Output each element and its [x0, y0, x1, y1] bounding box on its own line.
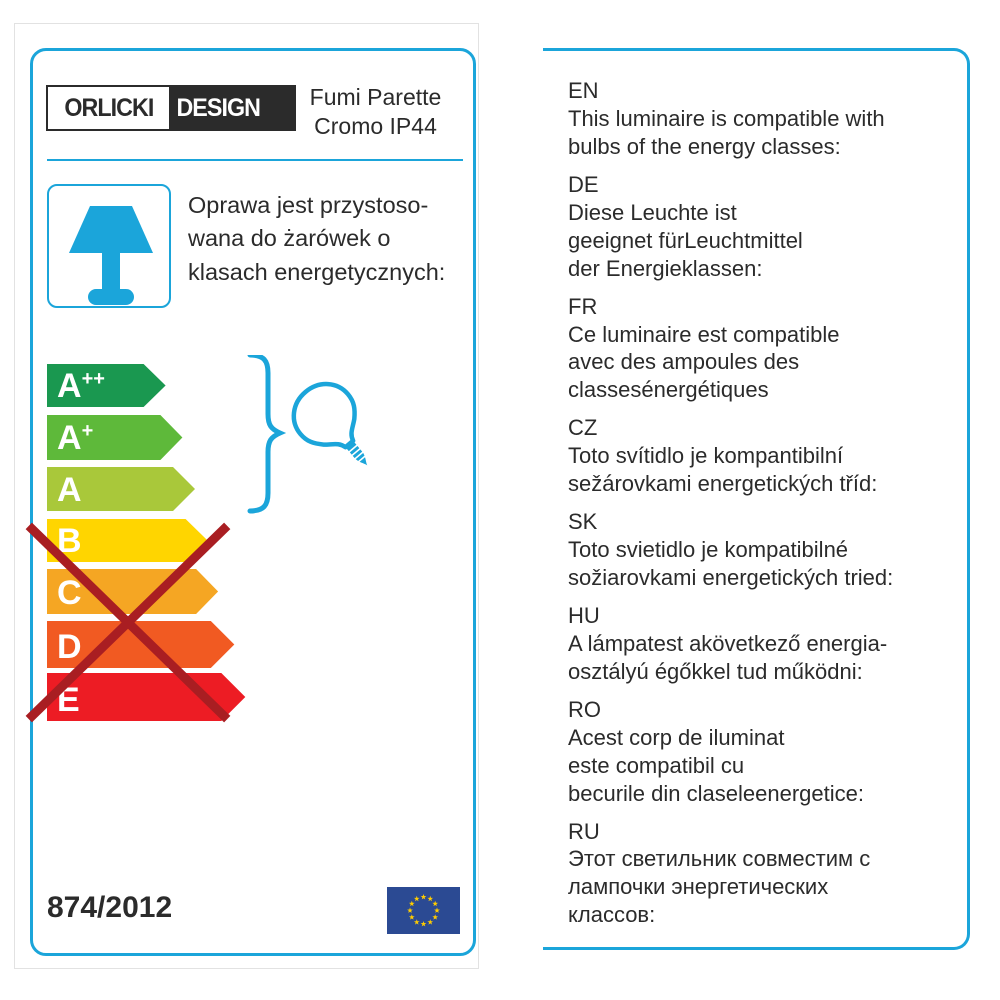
- svg-text:A: A: [57, 471, 82, 509]
- svg-text:D: D: [57, 628, 82, 666]
